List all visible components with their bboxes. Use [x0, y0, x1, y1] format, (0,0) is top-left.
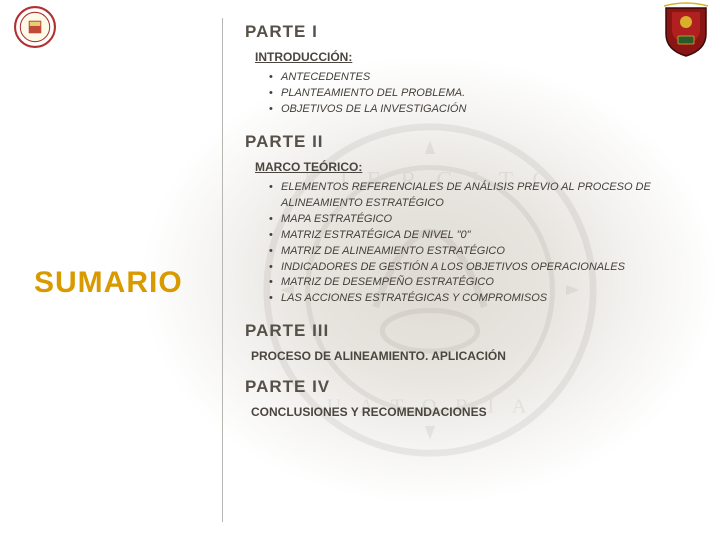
part-subheading-3: PROCESO DE ALINEAMIENTO. APLICACIÓN	[251, 349, 700, 363]
part-heading-3: PARTE III	[245, 321, 700, 341]
content-area: PARTE I INTRODUCCIÓN: ANTECEDENTES PLANT…	[245, 22, 700, 425]
part-subheading-1: INTRODUCCIÓN:	[255, 50, 700, 64]
list-item: ELEMENTOS REFERENCIALES DE ANÁLISIS PREV…	[269, 180, 700, 212]
sidebar-title: SUMARIO	[34, 266, 183, 300]
part-subheading-4: CONCLUSIONES Y RECOMENDACIONES	[251, 405, 700, 419]
list-item: MATRIZ ESTRATÉGICA DE NIVEL "0"	[269, 228, 700, 244]
list-item: LAS ACCIONES ESTRATÉGICAS Y COMPROMISOS	[269, 291, 700, 307]
part-2-list: ELEMENTOS REFERENCIALES DE ANÁLISIS PREV…	[269, 180, 700, 308]
list-item: ANTECEDENTES	[269, 70, 700, 86]
part-heading-1: PARTE I	[245, 22, 700, 42]
part-heading-4: PARTE IV	[245, 377, 700, 397]
part-1-list: ANTECEDENTES PLANTEAMIENTO DEL PROBLEMA.…	[269, 70, 700, 118]
list-item: PLANTEAMIENTO DEL PROBLEMA.	[269, 86, 700, 102]
list-item: OBJETIVOS DE LA INVESTIGACIÓN	[269, 102, 700, 118]
list-item: MATRIZ DE ALINEAMIENTO ESTRATÉGICO	[269, 244, 700, 260]
part-subheading-2: MARCO TEÓRICO:	[255, 160, 700, 174]
list-item: MAPA ESTRATÉGICO	[269, 212, 700, 228]
vertical-divider	[222, 18, 223, 522]
part-heading-2: PARTE II	[245, 132, 700, 152]
logo-left	[14, 6, 56, 48]
list-item: MATRIZ DE DESEMPEÑO ESTRATÉGICO	[269, 275, 700, 291]
list-item: INDICADORES DE GESTIÓN A LOS OBJETIVOS O…	[269, 260, 700, 276]
